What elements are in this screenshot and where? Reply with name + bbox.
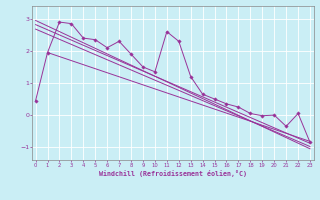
X-axis label: Windchill (Refroidissement éolien,°C): Windchill (Refroidissement éolien,°C)	[99, 170, 247, 177]
